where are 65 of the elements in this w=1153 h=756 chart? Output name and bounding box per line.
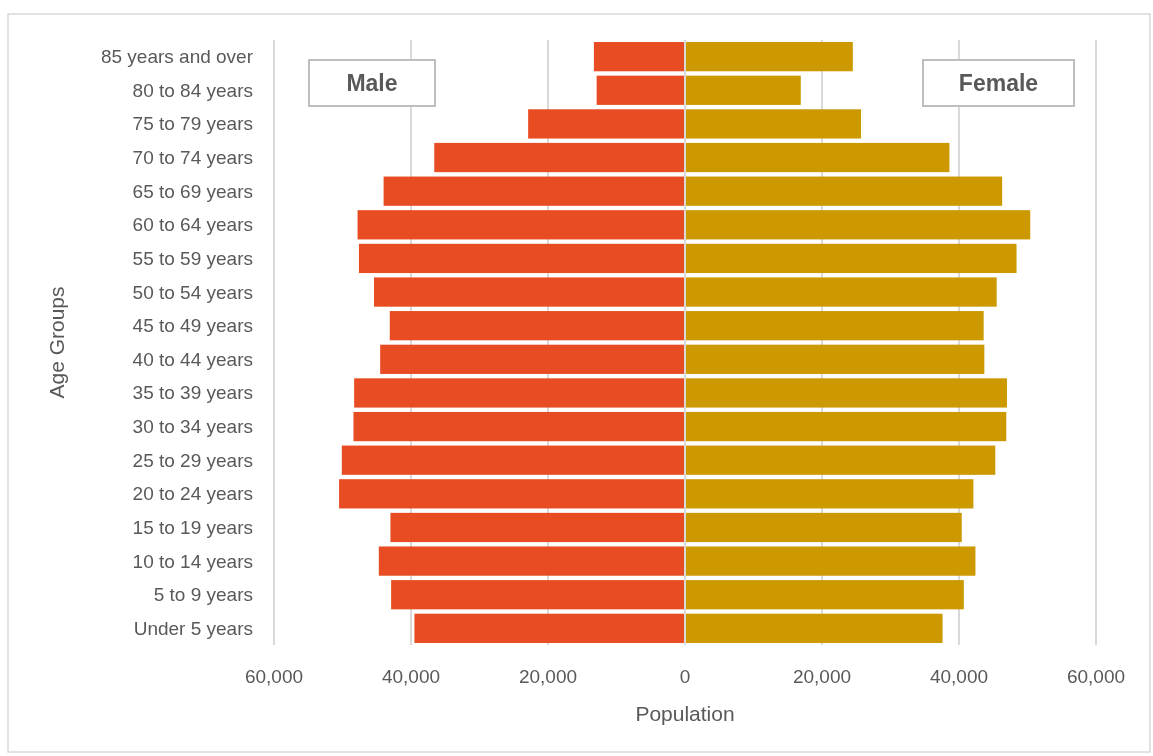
bar bbox=[528, 109, 685, 139]
y-tick-label: 80 to 84 years bbox=[132, 79, 253, 101]
x-tick-label: 40,000 bbox=[929, 666, 989, 687]
bar bbox=[685, 176, 1003, 206]
bar bbox=[685, 277, 997, 307]
bar bbox=[434, 142, 685, 173]
bar bbox=[685, 142, 950, 173]
bar bbox=[685, 546, 976, 576]
bar bbox=[354, 378, 685, 408]
x-tick-label: 40,000 bbox=[381, 666, 441, 687]
bar bbox=[685, 445, 996, 475]
y-tick-label: 65 to 69 years bbox=[132, 180, 253, 202]
y-tick-label: 50 to 54 years bbox=[132, 281, 253, 303]
x-axis-title: Population bbox=[635, 702, 735, 725]
bar bbox=[383, 176, 685, 206]
bar bbox=[374, 277, 685, 307]
bar bbox=[685, 512, 962, 543]
y-tick-label: 40 to 44 years bbox=[132, 348, 253, 370]
bar bbox=[390, 512, 685, 543]
bar bbox=[685, 344, 985, 374]
bar bbox=[685, 580, 964, 610]
y-tick-label: 5 to 9 years bbox=[153, 584, 253, 606]
x-tick-label: 60,000 bbox=[244, 666, 304, 687]
bar bbox=[596, 75, 685, 105]
y-tick-label: 10 to 14 years bbox=[132, 550, 253, 572]
y-tick-label: 70 to 74 years bbox=[132, 147, 253, 169]
bar bbox=[685, 42, 853, 72]
bar bbox=[414, 613, 685, 643]
y-tick-label: 85 years and over bbox=[100, 46, 254, 68]
bar bbox=[358, 243, 685, 274]
name-tag: Male bbox=[308, 59, 436, 107]
y-tick-label: 35 to 39 years bbox=[132, 382, 253, 404]
bar bbox=[593, 42, 685, 72]
bar bbox=[685, 411, 1007, 442]
bar bbox=[685, 378, 1007, 408]
x-tick-label: 20,000 bbox=[792, 666, 852, 687]
bar bbox=[685, 75, 801, 105]
x-tick-label: 20,000 bbox=[518, 666, 578, 687]
y-tick-label: 60 to 64 years bbox=[132, 214, 253, 236]
name-tag: Female bbox=[922, 59, 1075, 107]
y-tick-label: 55 to 59 years bbox=[132, 247, 253, 269]
x-tick-label: 0 bbox=[679, 666, 691, 687]
bar bbox=[339, 479, 685, 509]
x-tick-label: 60,000 bbox=[1066, 666, 1126, 687]
bar bbox=[685, 311, 984, 341]
bar bbox=[391, 580, 685, 610]
bar bbox=[357, 210, 685, 240]
y-tick-label: 25 to 29 years bbox=[132, 449, 253, 471]
bar bbox=[685, 613, 943, 643]
y-tick-label: 45 to 49 years bbox=[132, 315, 253, 337]
bar bbox=[378, 546, 685, 576]
y-tick-label: 75 to 79 years bbox=[132, 113, 253, 135]
bar bbox=[353, 411, 685, 442]
bar bbox=[341, 445, 685, 475]
y-axis-title: Age Groups bbox=[45, 286, 68, 399]
y-tick-label: 30 to 34 years bbox=[132, 416, 253, 438]
bar bbox=[685, 109, 862, 139]
y-tick-label: Under 5 years bbox=[133, 617, 253, 639]
bar bbox=[685, 479, 974, 509]
bar bbox=[685, 243, 1017, 274]
bar bbox=[389, 311, 685, 341]
bar bbox=[380, 344, 685, 374]
bar bbox=[685, 210, 1031, 240]
y-tick-label: 15 to 19 years bbox=[132, 516, 253, 538]
y-tick-label: 20 to 24 years bbox=[132, 483, 253, 505]
